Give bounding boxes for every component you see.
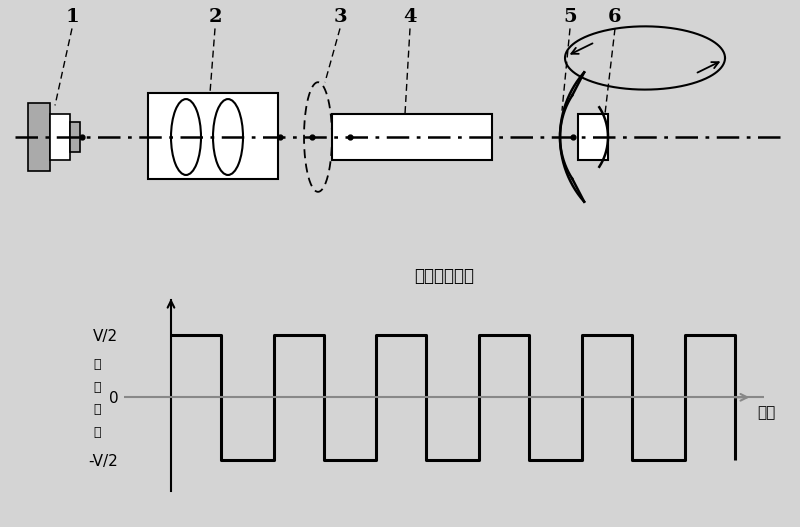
Bar: [332, 114, 492, 160]
Text: 度: 度: [94, 426, 102, 439]
Ellipse shape: [171, 99, 201, 175]
Bar: [578, 114, 608, 160]
Ellipse shape: [213, 99, 243, 175]
Text: 4: 4: [403, 8, 417, 26]
Text: 6: 6: [608, 8, 622, 26]
Text: 场: 场: [94, 381, 102, 394]
Text: 3: 3: [333, 8, 347, 26]
Bar: [70, 122, 80, 152]
Text: 1: 1: [65, 8, 79, 26]
Bar: [28, 103, 50, 171]
Text: 强: 强: [94, 403, 102, 416]
Text: 电信号波形图: 电信号波形图: [414, 267, 474, 285]
Bar: [148, 93, 278, 179]
Text: 2: 2: [208, 8, 222, 26]
Text: 5: 5: [563, 8, 577, 26]
Bar: [50, 114, 70, 160]
Text: 时间: 时间: [757, 405, 775, 420]
Text: 电: 电: [94, 358, 102, 371]
